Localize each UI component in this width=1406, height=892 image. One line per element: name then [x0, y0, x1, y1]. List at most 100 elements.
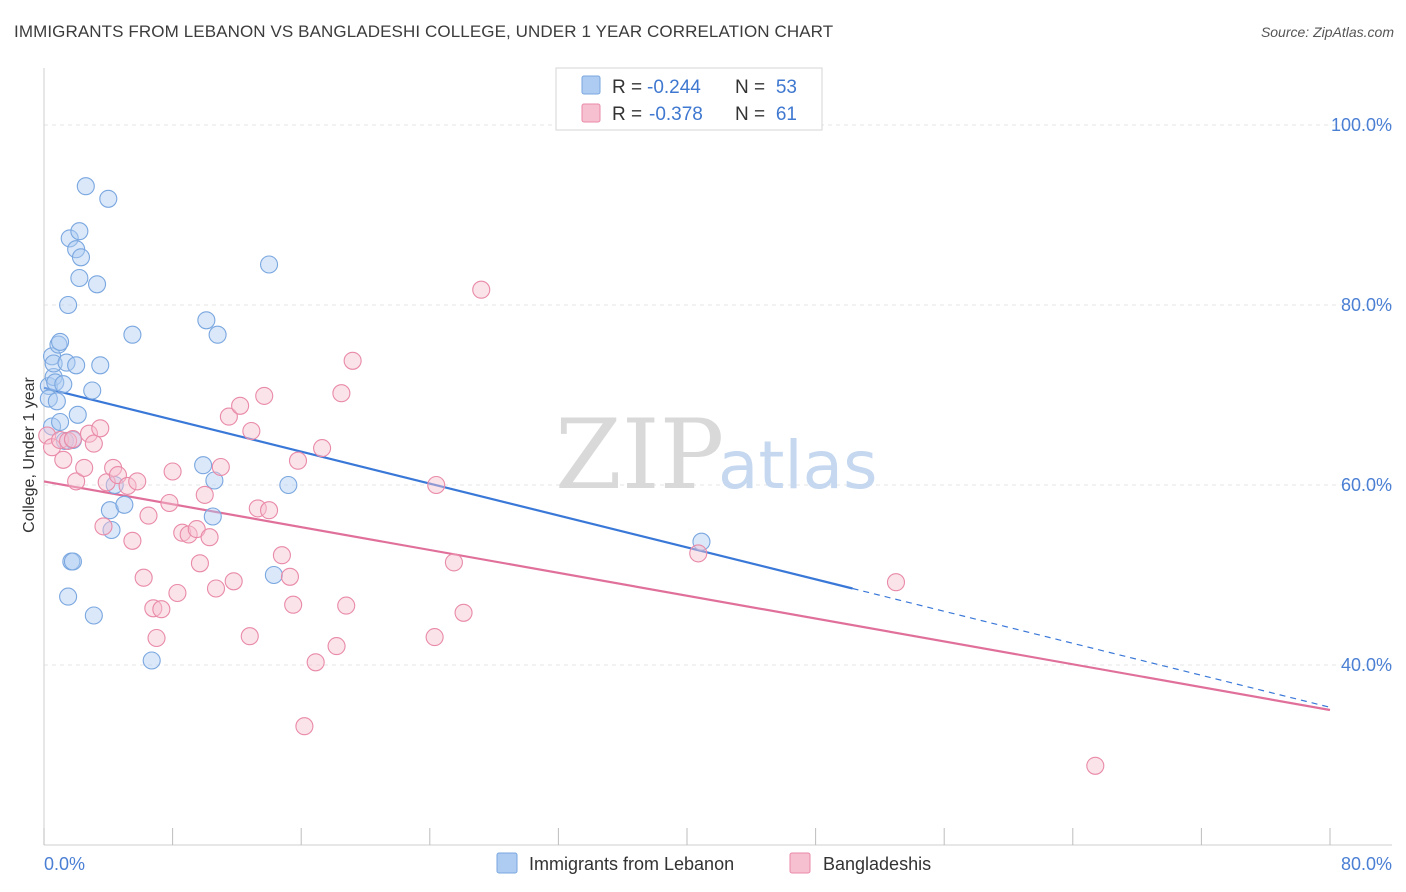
trend-line-bangladeshis: [43, 480, 1331, 712]
point-bangladeshis: [248, 499, 267, 518]
trend-line-lebanon-extrapolated: [852, 587, 1331, 708]
grid-lines: [44, 124, 1392, 666]
y-tick-label: 80.0%: [1341, 295, 1392, 315]
legend-n-value: 61: [776, 104, 797, 125]
point-bangladeshis: [168, 583, 187, 603]
point-bangladeshis: [425, 628, 444, 647]
legend-swatch-lebanon: [581, 75, 601, 95]
point-bangladeshis: [79, 424, 99, 443]
point-bangladeshis: [689, 544, 708, 563]
y-tick-label: 40.0%: [1341, 655, 1392, 675]
point-lebanon: [84, 606, 103, 625]
point-lebanon: [49, 335, 68, 354]
point-lebanon: [51, 332, 70, 351]
point-bangladeshis: [173, 523, 192, 542]
watermark: ZIP atlas: [555, 399, 878, 511]
point-bangladeshis: [195, 485, 214, 504]
point-bangladeshis: [343, 351, 362, 370]
point-bangladeshis: [288, 451, 308, 470]
point-bangladeshis: [427, 475, 446, 495]
point-lebanon: [692, 532, 711, 551]
legend-r-label: R =: [612, 77, 642, 98]
point-lebanon: [203, 507, 222, 526]
point-bangladeshis: [163, 462, 182, 481]
point-lebanon: [68, 405, 87, 424]
point-bangladeshis: [128, 472, 147, 491]
point-bangladeshis: [242, 421, 261, 441]
axes: [43, 68, 1392, 846]
bottom-legend-swatch-lebanon: [496, 852, 518, 874]
point-bangladeshis: [187, 520, 206, 539]
point-bangladeshis: [332, 384, 351, 403]
point-lebanon: [67, 356, 86, 375]
point-lebanon: [51, 412, 70, 432]
x-axis-ticks: [43, 828, 1331, 845]
watermark-zip: ZIP: [555, 399, 724, 511]
point-bangladeshis: [54, 450, 73, 469]
point-bangladeshis: [255, 386, 274, 405]
point-bangladeshis: [454, 603, 473, 622]
point-lebanon: [87, 275, 107, 294]
x-tick-label-min: 0.0%: [44, 854, 85, 874]
point-lebanon: [47, 392, 66, 411]
point-bangladeshis: [118, 476, 137, 495]
point-bangladeshis: [206, 579, 226, 598]
point-lebanon: [59, 295, 78, 315]
point-lebanon: [63, 552, 82, 571]
point-bangladeshis: [444, 553, 463, 572]
x-tick-label-max: 80.0%: [1341, 854, 1392, 874]
legend-row-bangladeshis: R = -0.378 N = 61: [581, 103, 797, 125]
point-bangladeshis: [272, 546, 291, 565]
point-bangladeshis: [160, 493, 179, 513]
point-lebanon: [279, 475, 298, 495]
bottom-legend-swatch-bangladeshis: [789, 852, 811, 874]
point-bangladeshis: [75, 458, 94, 477]
legend-n-label: N =: [735, 104, 765, 125]
point-lebanon: [142, 651, 161, 670]
point-bangladeshis: [295, 717, 314, 736]
point-lebanon: [197, 311, 216, 330]
bottom-legend: Immigrants from Lebanon Bangladeshis: [496, 852, 931, 874]
point-lebanon: [194, 456, 213, 475]
point-lebanon: [264, 565, 283, 585]
point-bangladeshis: [280, 567, 299, 586]
point-bangladeshis: [313, 439, 332, 458]
chart-title: IMMIGRANTS FROM LEBANON VS BANGLADESHI C…: [14, 22, 834, 41]
point-bangladeshis: [84, 434, 103, 453]
point-bangladeshis: [472, 280, 491, 299]
bottom-legend-label-lebanon: Immigrants from Lebanon: [529, 854, 734, 874]
legend-box: R = -0.244 N = 53 R = -0.378 N = 61: [555, 67, 823, 131]
data-points: [38, 177, 1105, 775]
y-tick-labels: 40.0% 60.0% 80.0% 100.0%: [1331, 115, 1392, 675]
point-bangladeshis: [152, 600, 171, 619]
point-bangladeshis: [231, 396, 250, 415]
point-bangladeshis: [147, 628, 166, 648]
point-lebanon: [71, 248, 91, 267]
point-bangladeshis: [327, 637, 346, 656]
point-bangladeshis: [91, 419, 110, 438]
legend-r-value: -0.244: [647, 77, 701, 98]
point-bangladeshis: [123, 531, 142, 550]
trend-line-lebanon: [43, 386, 853, 590]
point-bangladeshis: [200, 528, 219, 547]
bottom-legend-label-bangladeshis: Bangladeshis: [823, 854, 931, 874]
legend-r-value: -0.378: [649, 104, 703, 125]
watermark-atlas: atlas: [718, 427, 878, 504]
point-lebanon: [99, 189, 118, 208]
y-tick-label: 100.0%: [1331, 115, 1392, 135]
trend-lines: [43, 386, 1331, 712]
point-lebanon: [44, 354, 63, 373]
point-bangladeshis: [211, 457, 230, 477]
point-bangladeshis: [94, 517, 113, 536]
y-tick-label: 60.0%: [1341, 475, 1392, 495]
legend-r-label: R =: [612, 104, 642, 125]
source-label: Source: ZipAtlas.com: [1260, 24, 1394, 40]
legend-row-lebanon: R = -0.244 N = 53: [581, 75, 797, 98]
point-bangladeshis: [219, 407, 238, 426]
point-lebanon: [70, 222, 89, 241]
point-lebanon: [208, 325, 227, 344]
point-bangladeshis: [139, 506, 158, 525]
point-lebanon: [91, 356, 110, 375]
point-lebanon: [259, 255, 279, 274]
